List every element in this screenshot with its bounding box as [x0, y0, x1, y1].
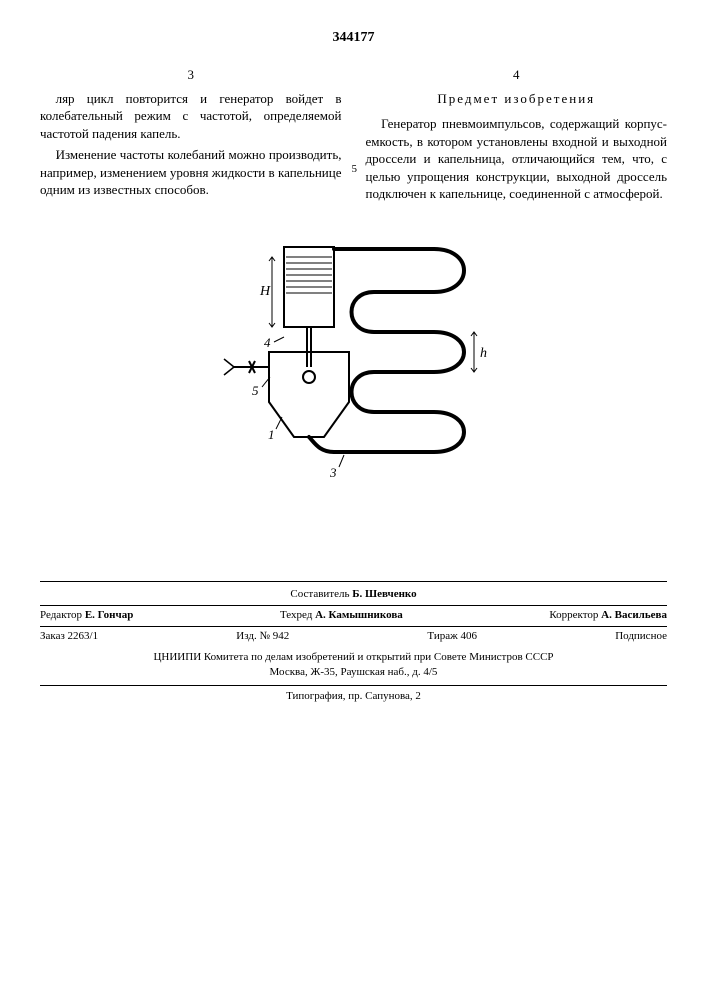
claim-title: Предмет изобретения [366, 90, 668, 108]
editor-name: Е. Гончар [85, 609, 134, 621]
corrector-label: Корректор [549, 609, 598, 621]
org1: ЦНИИПИ Комитета по делам изобретений и о… [40, 650, 667, 665]
label-3: 3 [329, 465, 337, 480]
editor-label: Редактор [40, 609, 82, 621]
line-number-5: 5 [352, 162, 358, 177]
label-4: 4 [264, 335, 271, 350]
text-columns: 3 ляр цикл повторится и генератор войдет… [40, 66, 667, 207]
right-col-number: 4 [366, 66, 668, 84]
right-column: 4 Предмет изобретения 5 Генератор пневмо… [366, 66, 668, 207]
typography-row: Типография, пр. Сапунова, 2 [40, 686, 667, 707]
izd: Изд. № 942 [236, 629, 289, 644]
left-para-1: ляр цикл повторится и генератор войдет в… [40, 90, 342, 143]
label-h: h [480, 346, 487, 361]
left-column: 3 ляр цикл повторится и генератор войдет… [40, 66, 342, 207]
org-row: ЦНИИПИ Комитета по делам изобретений и о… [40, 646, 667, 686]
compiler-row: Составитель Б. Шевченко [40, 584, 667, 606]
left-para-2: Изменение частоты колебаний можно произв… [40, 146, 342, 199]
tirazh: Тираж 406 [427, 629, 477, 644]
org2: Москва, Ж-35, Раушская наб., д. 4/5 [40, 665, 667, 680]
label-H: H [259, 284, 271, 299]
credits-row: Редактор Е. Гончар Техред А. Камышникова… [40, 606, 667, 626]
corrector-name: А. Васильева [601, 609, 667, 621]
print-row: Заказ 2263/1 Изд. № 942 Тираж 406 Подпис… [40, 627, 667, 646]
footer: Составитель Б. Шевченко Редактор Е. Гонч… [40, 581, 667, 707]
right-para: Генератор пневмоимпульсов, содержащий ко… [366, 115, 668, 203]
compiler-name: Б. Шевченко [352, 588, 416, 600]
document-number: 344177 [40, 30, 667, 46]
tech-label: Техред [280, 609, 312, 621]
diagram-svg: H 4 5 1 h 3 [204, 237, 504, 517]
compiler-label: Составитель [290, 588, 349, 600]
figure: H 4 5 1 h 3 [40, 237, 667, 521]
podpis: Подписное [615, 629, 667, 644]
label-5: 5 [252, 383, 259, 398]
left-col-number: 3 [40, 66, 342, 84]
tech-name: А. Камышникова [315, 609, 403, 621]
order: Заказ 2263/1 [40, 629, 98, 644]
label-1: 1 [268, 427, 275, 442]
